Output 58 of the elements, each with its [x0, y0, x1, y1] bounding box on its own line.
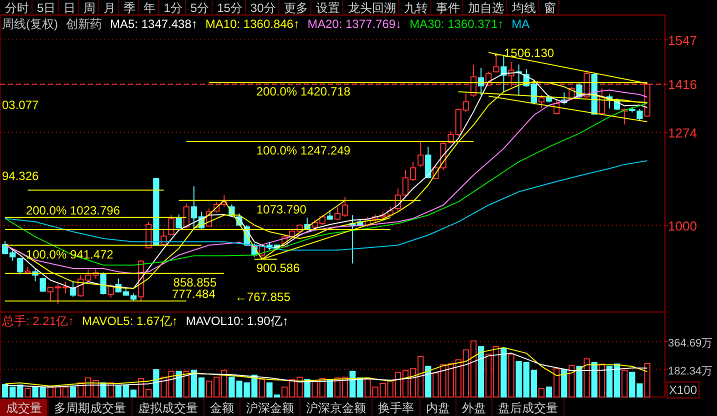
text: 虚拟成交量 — [138, 401, 198, 415]
text: 周 — [84, 1, 96, 15]
text: 盘后成交量 — [498, 401, 558, 415]
y-tick-label: 1547 — [668, 32, 697, 48]
text: 沪深金额 — [246, 401, 294, 415]
annotation: ←1506.130 — [492, 46, 554, 60]
text: 加自选 — [468, 1, 504, 15]
text: 窗 — [544, 1, 556, 15]
text: MA5: 1347.438↑ — [110, 17, 198, 31]
text: 龙头回溯 — [348, 1, 396, 15]
text: 5日 — [37, 1, 56, 15]
text: 日 — [64, 1, 76, 15]
text: 更多 — [284, 1, 308, 15]
text: 年 — [144, 1, 156, 15]
annotation: 777.484 — [172, 287, 216, 301]
annotation: ←767.855 — [235, 290, 291, 304]
text: 沪深京金额 — [306, 401, 366, 415]
text: 内盘 — [426, 401, 450, 415]
annotation: 200.0% 1023.796 — [26, 203, 120, 218]
text: MAVOL10: 1.90亿↑ — [186, 314, 288, 328]
text: MA30: 1360.371↑ — [410, 17, 504, 31]
annotation: 100.0% 941.472 — [26, 247, 114, 262]
y-tick-label: 1274 — [668, 125, 697, 140]
text: 金额 — [210, 401, 234, 415]
y-tick-label: 1416 — [668, 77, 697, 92]
text: MA20: 1377.769↓ — [307, 17, 402, 31]
y-tick-label: 1000 — [668, 218, 697, 234]
chart-title: 周线(复权) — [2, 17, 58, 31]
text: 月 — [104, 1, 116, 15]
text: MAVOL5: 1.67亿↑ — [82, 314, 178, 328]
text: 换手率 — [378, 401, 414, 415]
y-tick-label: 182.34万 — [668, 365, 713, 378]
annotation: 100.0% 1247.249 — [256, 144, 351, 158]
text: 15分 — [217, 1, 242, 15]
text: 季 — [124, 1, 136, 15]
text: 总手: 2.21亿↑ — [1, 314, 74, 328]
text: 多周期成交量 — [54, 401, 126, 415]
text: 事件 — [436, 1, 460, 15]
chart-subtitle: 创新药 — [66, 17, 102, 31]
text: 成交量 — [6, 401, 42, 415]
annotation: 03.077 — [2, 98, 40, 112]
annotation: 1073.790 — [256, 202, 307, 216]
annotation: 94.326 — [2, 169, 40, 183]
text: 30分 — [250, 1, 276, 15]
text: 九转 — [404, 1, 428, 15]
text: 1分 — [164, 1, 182, 15]
annotation: 200.0% 1420.718 — [256, 84, 351, 99]
text: 分时 — [5, 1, 29, 15]
text: 均线 — [510, 1, 536, 15]
text: MA — [512, 17, 530, 31]
annotation: 900.586 — [256, 261, 300, 276]
y-tick-label: 364.69万 — [668, 338, 713, 350]
text: 外盘 — [462, 401, 486, 415]
text: MA10: 1360.846↑ — [205, 17, 300, 31]
text: 5分 — [190, 1, 210, 15]
annotation: 858.855 — [173, 275, 217, 290]
y-axis-title: X100 — [669, 383, 698, 397]
text: 设置 — [316, 1, 340, 15]
